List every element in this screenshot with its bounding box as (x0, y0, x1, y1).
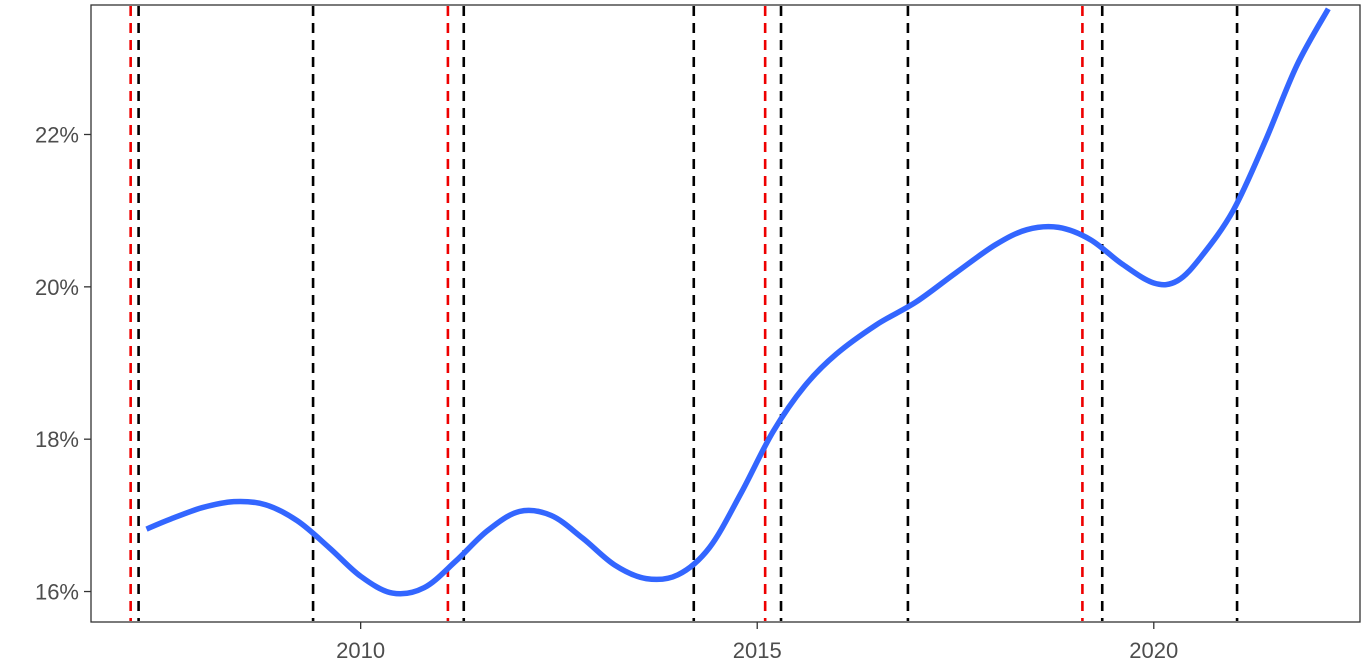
y-tick-label: 16% (35, 580, 79, 605)
plot-panel (90, 4, 1361, 623)
x-tick-label: 2020 (1129, 638, 1178, 663)
x-tick-label: 2015 (733, 638, 782, 663)
series-trend-line (145, 7, 1331, 597)
y-tick-label: 20% (35, 275, 79, 300)
vertical-lines-group (129, 6, 1239, 621)
y-tick-label: 18% (35, 427, 79, 452)
x-tick-label: 2010 (336, 638, 385, 663)
y-tick-label: 22% (35, 122, 79, 147)
x-axis: 2010 2015 2020 (336, 622, 1178, 663)
y-axis: 16% 18% 20% 22% (35, 122, 91, 605)
